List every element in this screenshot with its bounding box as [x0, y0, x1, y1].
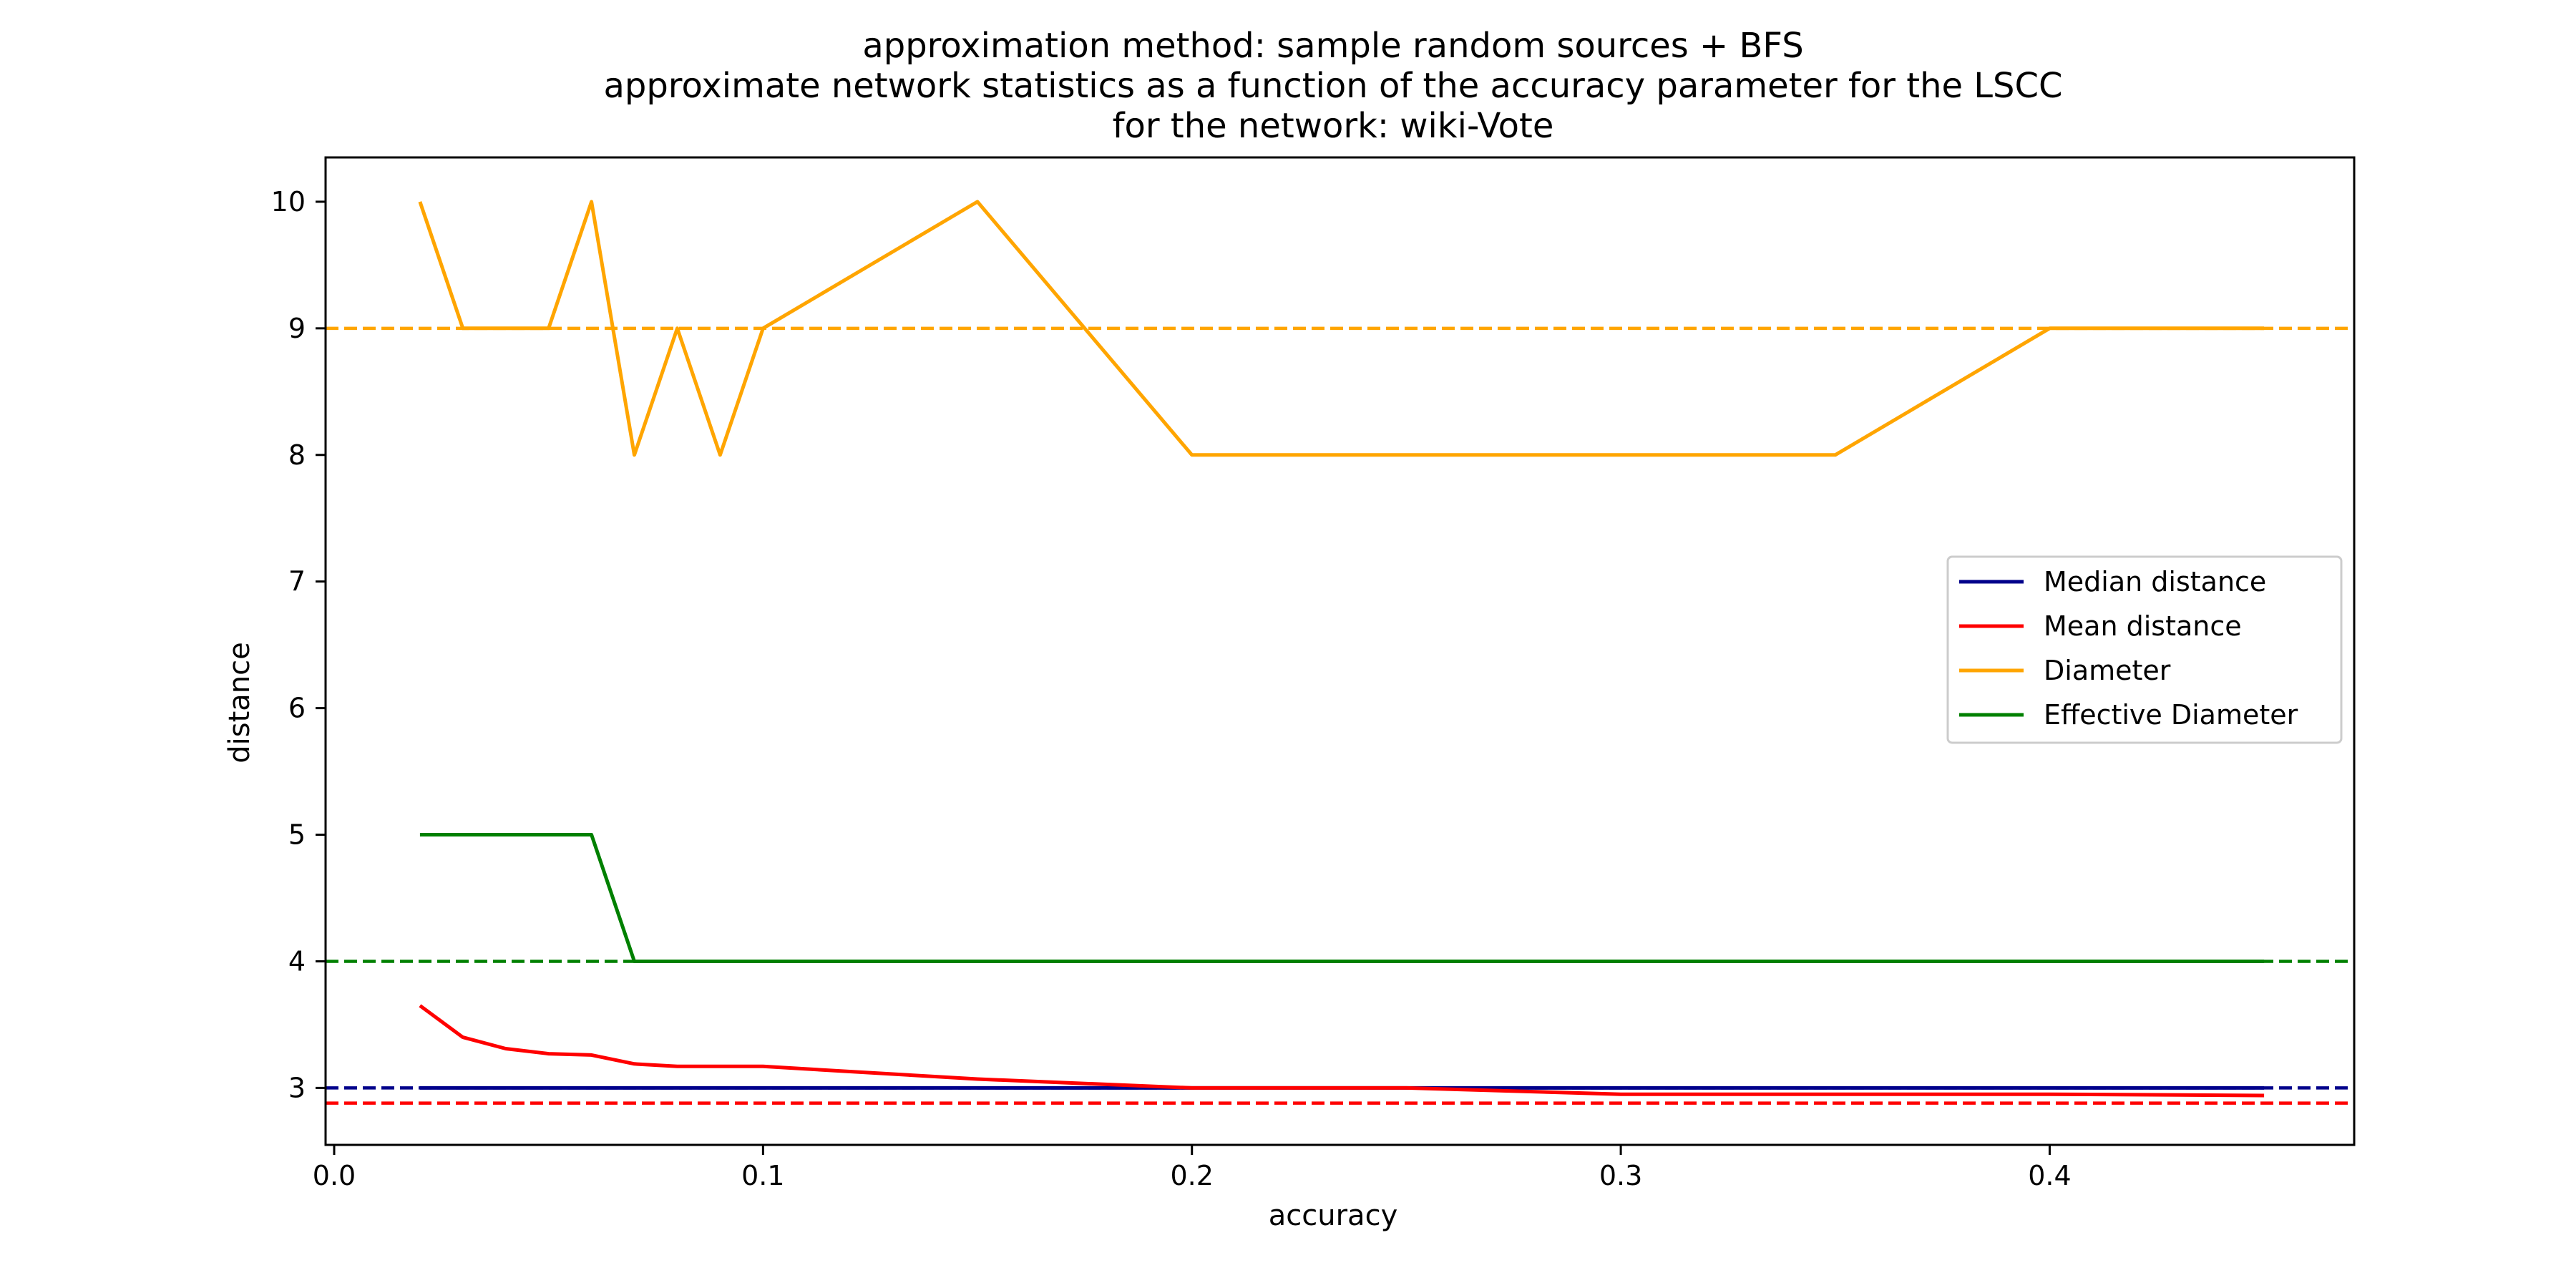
x-tick-label: 0.0	[313, 1160, 356, 1191]
legend: Median distance Mean distance Diameter Effe…	[1946, 555, 2343, 744]
legend-box	[1946, 555, 2343, 744]
legend-label: Median distance	[2044, 566, 2266, 597]
series-line-mean-distance	[419, 1004, 2265, 1098]
y-tick-label: 8	[288, 439, 306, 471]
series-lines	[418, 200, 2265, 1098]
x-tick-label: 0.1	[741, 1160, 784, 1191]
legend-label: Effective Diameter	[2044, 699, 2298, 731]
y-tick-label: 6	[288, 693, 306, 724]
y-axis-label: distance	[223, 642, 256, 763]
y-tick-label: 10	[271, 186, 306, 218]
x-tick-label: 0.3	[1599, 1160, 1642, 1191]
legend-label: Mean distance	[2044, 610, 2242, 642]
chart-title-line-2: approximate network statistics as a func…	[603, 66, 2062, 106]
plot-frame	[324, 156, 2356, 1146]
chart-title-line-3: for the network: wiki-Vote	[1113, 106, 1554, 146]
chart-title-line-1: approximation method: sample random sour…	[862, 26, 1803, 66]
y-axis: 3 4 5 6 7 8 9 10	[271, 186, 326, 1103]
x-tick-label: 0.2	[1171, 1160, 1214, 1191]
legend-label: Diameter	[2044, 655, 2171, 686]
y-tick-label: 4	[288, 945, 306, 977]
y-tick-label: 3	[288, 1072, 306, 1103]
x-axis-label: accuracy	[1269, 1199, 1397, 1232]
series-line-diameter	[418, 200, 2265, 457]
y-tick-label: 5	[288, 819, 306, 851]
y-tick-label: 7	[288, 566, 306, 597]
series-line-effective-diameter	[419, 833, 2265, 963]
x-axis: 0.0 0.1 0.2 0.3 0.4	[313, 1145, 2072, 1191]
y-tick-label: 9	[288, 313, 306, 344]
x-tick-label: 0.4	[2028, 1160, 2071, 1191]
